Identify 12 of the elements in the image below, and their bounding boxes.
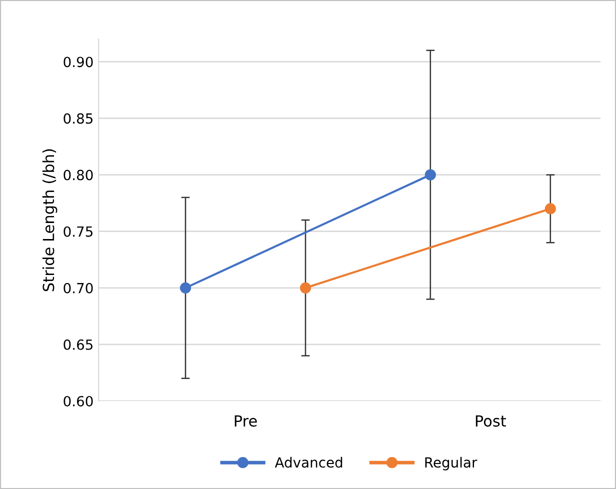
legend-label: Regular (425, 456, 478, 470)
x-tick-label: Pre (234, 415, 257, 427)
x-tick-label: Post (476, 415, 506, 427)
y-tick-label: 0.90 (64, 56, 93, 68)
legend-label: Advanced (274, 456, 342, 468)
y-tick-label: 0.70 (64, 282, 93, 294)
y-tick-label: 0.85 (64, 113, 92, 124)
y-tick-label: 0.75 (64, 226, 92, 237)
y-tick-label: 0.60 (64, 396, 93, 406)
y-tick-label: 0.80 (64, 170, 93, 180)
y-axis-title: Stride Length (/bh) (42, 149, 58, 292)
y-tick-label: 0.65 (64, 339, 92, 350)
